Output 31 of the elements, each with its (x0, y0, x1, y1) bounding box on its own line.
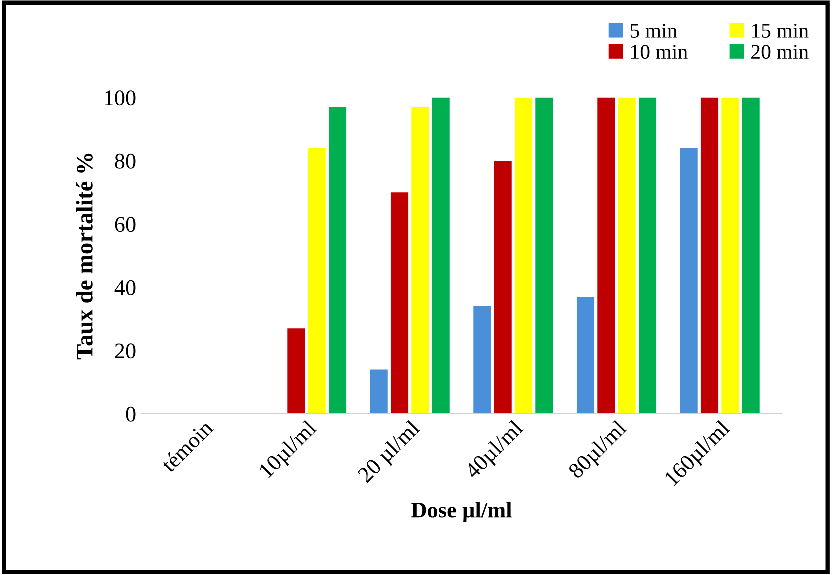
bar (308, 148, 326, 414)
bar (638, 98, 657, 414)
y-tick-label: 20 (115, 344, 136, 359)
y-tick-label: 0 (126, 406, 136, 422)
bar (390, 192, 409, 414)
y-tick-label: 100 (105, 90, 136, 106)
bar (722, 98, 740, 414)
bar (598, 98, 616, 414)
bar (288, 328, 306, 414)
bar (494, 161, 512, 414)
bar (742, 98, 760, 414)
x-axis-title: Dose µl/ml (412, 502, 512, 522)
legend-label: 5 min (630, 24, 678, 38)
bar (514, 98, 533, 414)
bar (370, 370, 388, 414)
y-tick-label: 40 (114, 280, 136, 296)
bar (432, 98, 450, 414)
bar (618, 98, 636, 414)
legend-label: 15 min (752, 24, 809, 38)
bar (474, 306, 492, 414)
y-tick-label: 60 (115, 217, 136, 232)
bar (700, 98, 719, 414)
y-axis-title: Taux de mortalité % (76, 154, 93, 360)
bar (576, 296, 595, 414)
legend-label: 10 min (632, 45, 688, 60)
bar (328, 107, 347, 414)
y-tick-label: 80 (115, 154, 136, 169)
legend-label: 20 min (752, 45, 809, 60)
bar (680, 148, 698, 414)
bar (412, 107, 430, 414)
bar (536, 98, 554, 414)
